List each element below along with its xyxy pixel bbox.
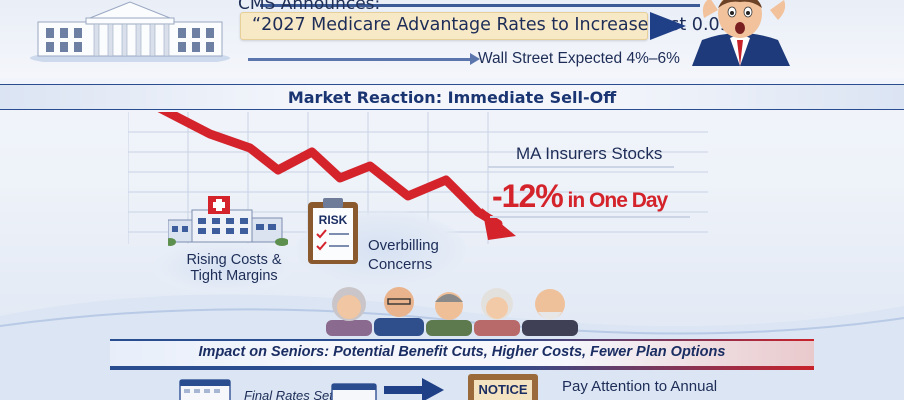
expected-arrow-icon bbox=[248, 53, 480, 65]
seniors-group-illustration bbox=[326, 287, 578, 336]
drop-value: -12% bbox=[492, 178, 564, 214]
stock-drop-callout: -12% in One Day bbox=[492, 178, 669, 215]
drop-suffix: in One Day bbox=[562, 189, 669, 212]
market-reaction-banner bbox=[0, 84, 904, 110]
market-reaction-title: Market Reaction: Immediate Sell-Off bbox=[287, 88, 617, 107]
headline-highlight bbox=[240, 12, 648, 40]
costs-backdrop bbox=[148, 240, 298, 296]
over-line-1: Overbilling bbox=[368, 237, 439, 254]
calendar-icon bbox=[179, 379, 231, 400]
impact-on-seniors-text: Impact on Seniors: Potential Benefit Cut… bbox=[198, 344, 726, 360]
shocked-man-illustration bbox=[692, 0, 790, 66]
headline-arrow-icon bbox=[650, 12, 686, 40]
rising-costs-label: Rising Costs & Tight Margins bbox=[170, 252, 298, 284]
risk-text: RISK bbox=[319, 213, 348, 227]
notice-clipboard-icon: NOTICE bbox=[468, 374, 538, 400]
cms-announces-label: CMS Announces: bbox=[238, 0, 381, 14]
risk-clipboard-icon: RISK bbox=[308, 198, 358, 264]
divider bbox=[488, 166, 674, 168]
calendar-icon bbox=[331, 383, 377, 400]
notice-text: NOTICE bbox=[478, 382, 527, 397]
hospital-icon bbox=[168, 196, 288, 246]
pay-attention-label: Pay Attention to Annual bbox=[562, 378, 718, 395]
costs-line-2: Tight Margins bbox=[190, 268, 278, 284]
header-top-rule bbox=[260, 4, 700, 7]
overbilling-label: Overbilling Concerns bbox=[368, 236, 439, 274]
over-line-2: Concerns bbox=[368, 256, 433, 273]
costs-line-1: Rising Costs & bbox=[186, 252, 282, 268]
headline-text: “2027 Medicare Advantage Rates to Increa… bbox=[252, 15, 757, 35]
white-house-illustration bbox=[30, 1, 230, 62]
divider bbox=[110, 366, 814, 370]
ma-insurers-label: MA Insurers Stocks bbox=[516, 144, 663, 163]
arrow-right-icon bbox=[384, 378, 444, 400]
divider bbox=[490, 216, 690, 218]
divider bbox=[110, 339, 814, 341]
final-rates-label: Final Rates Set bbox=[244, 388, 333, 400]
wall-street-expected: Wall Street Expected 4%–6% bbox=[478, 50, 680, 67]
sell-off-trend-line bbox=[157, 112, 503, 229]
impact-banner bbox=[110, 340, 814, 368]
